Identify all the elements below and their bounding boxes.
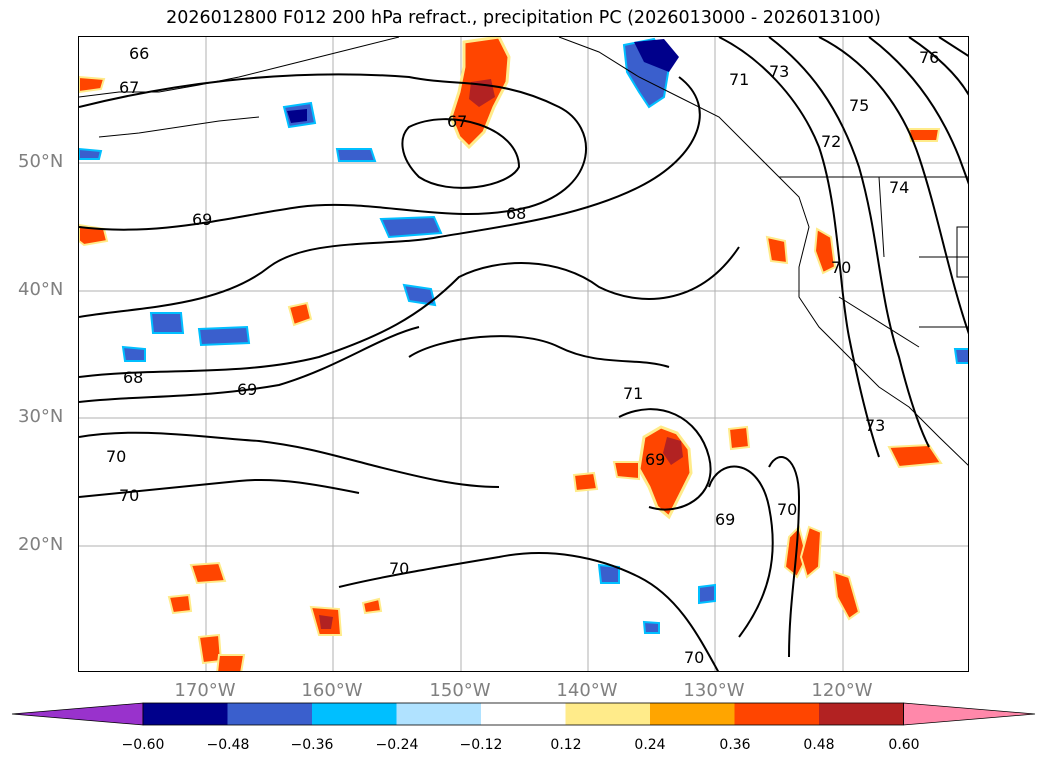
- contour-label: 70: [119, 486, 139, 505]
- contour-label: 73: [769, 62, 789, 81]
- lon-label-120w: 120°W: [811, 680, 873, 701]
- contour-label: 71: [623, 384, 643, 403]
- contour-label: 73: [865, 416, 885, 435]
- lon-label-160w: 160°W: [301, 680, 363, 701]
- contour-label: 68: [506, 204, 526, 223]
- colorbar-tick-label: −0.60: [121, 737, 165, 753]
- contour-label: 71: [729, 70, 749, 89]
- colorbar-segment: [650, 703, 735, 725]
- contour-label: 69: [715, 510, 735, 529]
- contour-label: 66: [129, 44, 149, 63]
- contour-label: 69: [237, 380, 257, 399]
- colorbar-border: [142, 702, 904, 726]
- map-panel: 66 67 67 68 68 69 69 69 69 70 70 70 70 7…: [78, 36, 969, 672]
- colorbar-segment: [819, 703, 904, 725]
- contour-label: 70: [389, 559, 409, 578]
- colorbar-tick-label: −0.24: [375, 737, 419, 753]
- contour-label: 68: [123, 368, 143, 387]
- colorbar-tick-label: −0.48: [206, 737, 250, 753]
- contour-label: 67: [447, 112, 467, 131]
- colorbar: [11, 702, 1036, 726]
- contour-label: 67: [119, 78, 139, 97]
- graticule: [79, 37, 968, 671]
- contour-label: 70: [777, 500, 797, 519]
- contour-label: 76: [919, 48, 939, 67]
- colorbar-segment: [396, 703, 482, 725]
- coastlines: [79, 37, 968, 466]
- precip-positive-areas: [79, 37, 943, 671]
- colorbar-tick-label: −0.36: [290, 737, 334, 753]
- colorbar-tick-label: 0.36: [719, 737, 751, 753]
- contour-label: 69: [645, 450, 665, 469]
- map-canvas: 66 67 67 68 68 69 69 69 69 70 70 70 70 7…: [79, 37, 968, 671]
- colorbar-segment: [734, 703, 820, 725]
- precip-negative-areas: [79, 37, 968, 634]
- lon-label-170w: 170°W: [174, 680, 236, 701]
- colorbar-segment: [312, 703, 397, 725]
- lat-label-40n: 40°N: [18, 279, 64, 300]
- contour-label: 75: [849, 96, 869, 115]
- map-title: 2026012800 F012 200 hPa refract., precip…: [166, 8, 881, 28]
- contour-label: 74: [889, 178, 909, 197]
- lat-label-30n: 30°N: [18, 406, 64, 427]
- colorbar-segment: [143, 703, 228, 725]
- colorbar-tick-label: 0.24: [634, 737, 666, 753]
- contour-label: 72: [821, 132, 841, 151]
- contour-label-group: 66 67 67 68 68 69 69 69 69 70 70 70 70 7…: [106, 44, 939, 667]
- contour-label: 70: [106, 447, 126, 466]
- lon-label-140w: 140°W: [556, 680, 618, 701]
- colorbar-tick-label: 0.12: [550, 737, 582, 753]
- colorbar-tick-label: 0.60: [888, 737, 920, 753]
- lon-label-130w: 130°W: [683, 680, 745, 701]
- colorbar-tick-label: −0.12: [459, 737, 503, 753]
- contour-label: 70: [831, 258, 851, 277]
- colorbar-segment: [227, 703, 313, 725]
- lat-label-20n: 20°N: [18, 534, 64, 555]
- contour-label: 70: [684, 648, 704, 667]
- colorbar-segment: [565, 703, 651, 725]
- colorbar-extend-right: [903, 702, 1036, 726]
- lon-label-150w: 150°W: [429, 680, 491, 701]
- refractivity-contours: [79, 37, 968, 671]
- contour-label: 69: [192, 210, 212, 229]
- colorbar-tick-label: 0.48: [803, 737, 835, 753]
- colorbar-segment: [481, 703, 566, 725]
- colorbar-extend-left: [11, 702, 144, 726]
- lat-label-50n: 50°N: [18, 151, 64, 172]
- colorbar-segments: [11, 702, 1036, 726]
